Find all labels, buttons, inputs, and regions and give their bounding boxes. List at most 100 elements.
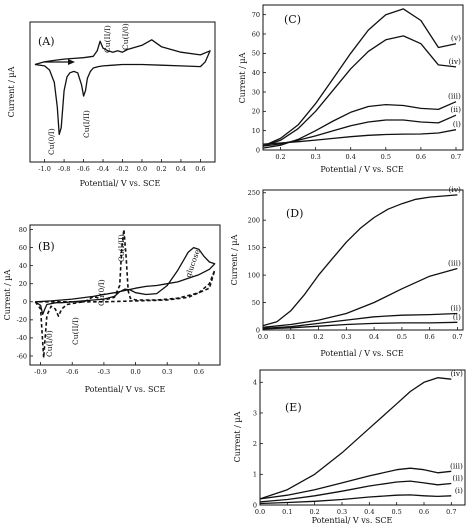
annotation-a-cu0i: Cu(0/I) bbox=[47, 128, 56, 155]
panel-a-xtick-label: 0.4 bbox=[176, 165, 186, 173]
panel-b-xtick-label: 0.6 bbox=[194, 368, 204, 376]
annotation-b-cuiii: Cu(I/II) bbox=[117, 234, 126, 262]
panel-d-ytick-label: 100 bbox=[248, 271, 260, 279]
panel-d-xtick-label: 0.1 bbox=[286, 333, 296, 341]
panel-a-xtick-label: -0.2 bbox=[116, 165, 129, 173]
scan-direction-arrowhead bbox=[68, 59, 75, 65]
panel-d-series-label: (iii) bbox=[448, 259, 461, 268]
panel-e-xlabel: Potential/ V vs. SCE bbox=[312, 516, 393, 525]
panel-b-ytick-label: 0 bbox=[23, 298, 27, 306]
panel-c-series-5 bbox=[262, 8, 457, 147]
panel-e-series-2 bbox=[259, 480, 452, 503]
panel-b-ytick-label: 80 bbox=[19, 226, 27, 234]
panel-c-xtick-label: 0.2 bbox=[275, 153, 285, 161]
panel-c-ytick-label: 40 bbox=[252, 69, 260, 77]
panel-b-ylabel: Current / µA bbox=[3, 269, 12, 320]
panel-a-xtick-label: 0.6 bbox=[195, 165, 205, 173]
annotation-a-cuiii: Cu(I/II) bbox=[82, 110, 91, 138]
panel-b: (B) Potential/ V vs. SCE Current / µA Cu… bbox=[3, 224, 221, 394]
panel-c-ytick-label: 20 bbox=[252, 108, 260, 116]
panel-d-frame bbox=[262, 189, 464, 331]
panel-e-xtick-label: 0.3 bbox=[337, 508, 347, 516]
panel-e-ytick-label: 3 bbox=[253, 409, 257, 417]
panel-c: (C) Potential / V vs. SCE Current / µA 0… bbox=[238, 4, 464, 174]
panel-e-series-label: (i) bbox=[455, 486, 463, 495]
panel-b-xtick-label: -0.3 bbox=[98, 368, 111, 376]
panel-c-ylabel: Current / µA bbox=[238, 52, 247, 103]
panel-e-series-label: (ii) bbox=[452, 474, 463, 483]
panel-e-xtick-label: 0.0 bbox=[255, 508, 265, 516]
panel-c-series-1 bbox=[262, 129, 457, 145]
panel-c-ytick-label: 10 bbox=[252, 127, 260, 135]
panel-c-xlabel: Potential / V vs. SCE bbox=[320, 165, 403, 174]
panel-e-xtick-label: 0.5 bbox=[391, 508, 401, 516]
panel-c-frame bbox=[262, 4, 464, 151]
panel-e-xtick-label: 0.1 bbox=[282, 508, 292, 516]
panel-d-series-label: (iv) bbox=[449, 185, 462, 194]
panel-b-ytick-label: 60 bbox=[19, 244, 27, 252]
panel-b-label: (B) bbox=[38, 240, 55, 253]
panel-e-series-3 bbox=[259, 467, 452, 500]
panel-b-ytick-label: -40 bbox=[17, 334, 27, 342]
panel-c-series-label: (v) bbox=[451, 34, 461, 43]
panel-e-ytick-label: 1 bbox=[253, 471, 257, 479]
panel-e-label: (E) bbox=[285, 401, 302, 414]
panel-a: (A) Potential/ V vs. SCE Current / µA Cu… bbox=[7, 21, 216, 188]
panel-b-ytick-label: -20 bbox=[17, 316, 27, 324]
panel-a-xtick-label: 0.2 bbox=[156, 165, 166, 173]
panel-d-ytick-label: 50 bbox=[252, 299, 260, 307]
panel-e-ylabel: Current / µA bbox=[233, 411, 242, 462]
panel-d-xtick-label: 0.6 bbox=[424, 333, 434, 341]
panel-c-series-label: (iii) bbox=[448, 92, 461, 101]
panel-e-series-label: (iv) bbox=[451, 369, 464, 378]
panel-c-series-3 bbox=[262, 101, 457, 149]
panel-b-xlabel: Potential/ V vs. SCE bbox=[85, 385, 166, 394]
panel-a-label: (A) bbox=[38, 35, 55, 48]
panel-e-series-label: (iii) bbox=[450, 461, 463, 470]
panel-b-ytick-label: -60 bbox=[17, 352, 27, 360]
panel-b-xtick-label: -0.6 bbox=[66, 368, 79, 376]
panel-e-xtick-label: 0.7 bbox=[446, 508, 456, 516]
panel-b-xtick-label: 0.0 bbox=[130, 368, 140, 376]
panel-e-xtick-label: 0.4 bbox=[364, 508, 374, 516]
panel-a-xtick-label: 0.0 bbox=[137, 165, 147, 173]
panel-d-xlabel: Potential / V vs. SCE bbox=[320, 349, 403, 358]
panel-a-xtick-label: -0.8 bbox=[58, 165, 71, 173]
panel-b-series-2 bbox=[34, 228, 216, 359]
panel-c-xtick-label: 0.4 bbox=[346, 153, 356, 161]
panel-a-xtick-label: -0.4 bbox=[97, 165, 110, 173]
panel-b-frame bbox=[29, 224, 221, 366]
panel-d-xtick-label: 0.2 bbox=[313, 333, 323, 341]
panel-c-series-label: (ii) bbox=[450, 105, 461, 114]
panel-c-xtick-label: 0.5 bbox=[381, 153, 391, 161]
annotation-b-cu0i-ox: Cu(0/I) bbox=[97, 279, 106, 306]
panel-d-ytick-label: 200 bbox=[248, 216, 260, 224]
panel-e-xtick-label: 0.6 bbox=[419, 508, 429, 516]
panel-d-series-1 bbox=[262, 321, 458, 330]
panel-b-xtick-label: 0.3 bbox=[162, 368, 172, 376]
panel-d-xtick-label: 0.7 bbox=[452, 333, 462, 341]
panel-b-series-1 bbox=[34, 246, 216, 316]
panel-c-xtick-label: 0.6 bbox=[416, 153, 426, 161]
panel-a-xlabel: Potential/ V vs. SCE bbox=[80, 179, 161, 188]
panel-b-xtick-label: -0.9 bbox=[34, 368, 47, 376]
panel-b-ytick-label: 40 bbox=[19, 262, 27, 270]
panel-e-frame bbox=[259, 369, 466, 506]
panel-d-series-2 bbox=[262, 312, 458, 330]
panel-e-ytick-label: 0 bbox=[253, 501, 257, 509]
annotation-b-cui0: Cu(I/0) bbox=[45, 330, 54, 357]
panel-c-series-4 bbox=[262, 35, 457, 147]
annotation-a-cui0: Cu(I/0) bbox=[121, 23, 130, 50]
panel-c-series-label: (iv) bbox=[449, 57, 462, 66]
panel-d-ytick-label: 250 bbox=[248, 189, 260, 197]
panel-a-ylabel: Current / µA bbox=[7, 66, 16, 117]
panel-c-xtick-label: 0.3 bbox=[310, 153, 320, 161]
annotation-b-cuiii-red: Cu(II/I) bbox=[71, 317, 80, 345]
panel-d-ylabel: Current / µA bbox=[230, 234, 239, 285]
panel-d-series-label: (i) bbox=[453, 312, 461, 321]
panel-d-series-4 bbox=[262, 194, 458, 327]
panel-c-ytick-label: 0 bbox=[256, 146, 260, 154]
panel-c-xtick-label: 0.7 bbox=[451, 153, 461, 161]
panel-d-ytick-label: 0 bbox=[256, 326, 260, 334]
